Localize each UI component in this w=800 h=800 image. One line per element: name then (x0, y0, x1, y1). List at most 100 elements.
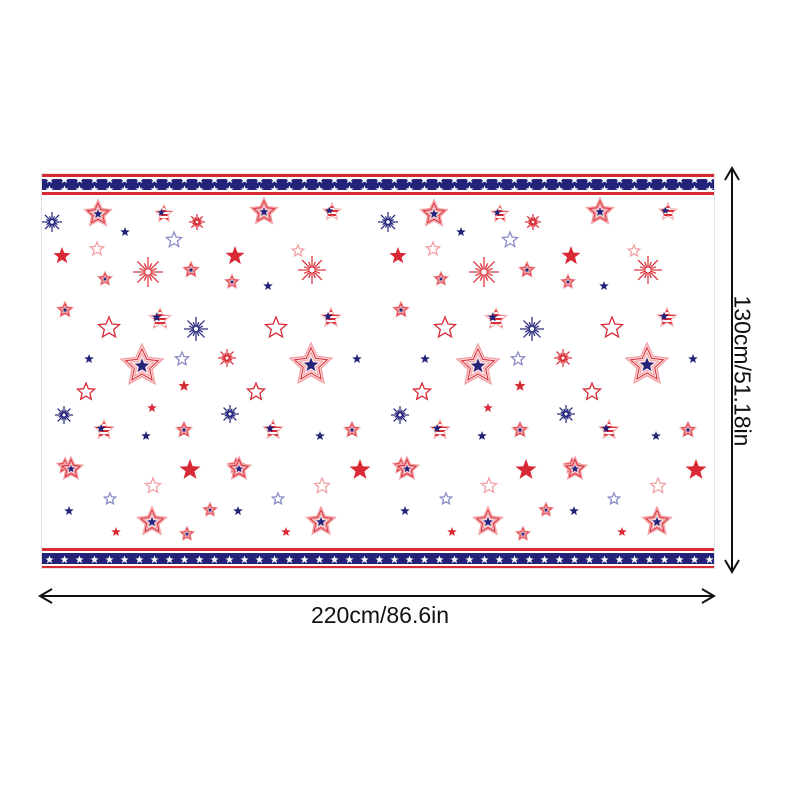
star-icon (203, 503, 217, 516)
star-icon (147, 403, 157, 412)
star-icon (515, 459, 537, 479)
starburst-icon (133, 257, 163, 287)
star-icon (541, 504, 551, 515)
star-icon (591, 203, 609, 220)
flag-star-icon (93, 418, 115, 440)
starburst-icon (554, 349, 572, 367)
star-icon (293, 346, 329, 380)
star-icon (465, 352, 491, 377)
star-icon (312, 476, 332, 494)
star-icon (180, 527, 194, 540)
star-icon (626, 243, 642, 258)
star-icon (57, 302, 73, 316)
star-icon (521, 264, 533, 275)
star-icon (475, 509, 501, 533)
star-icon (680, 422, 696, 436)
star-icon (438, 491, 454, 506)
flag-star-icon (658, 201, 678, 221)
flag-star-icon (490, 203, 510, 223)
flag-star-icon (157, 208, 166, 216)
starburst-icon (218, 349, 236, 367)
star-icon (129, 352, 155, 377)
star-icon (227, 276, 237, 287)
star-icon (606, 491, 622, 506)
flag-star-icon (656, 306, 678, 328)
star-icon (64, 506, 74, 515)
star-icon (518, 528, 528, 539)
starburst-icon (55, 406, 73, 424)
flag-star-icon (323, 312, 333, 321)
starburst-icon (520, 317, 544, 341)
star-icon (514, 380, 526, 391)
star-icon (516, 527, 530, 540)
flag-star-icon (152, 312, 162, 322)
star-icon (425, 205, 443, 222)
star-icon (561, 246, 581, 265)
star-icon (205, 504, 215, 515)
flag-star-icon (484, 306, 508, 329)
star-icon (519, 262, 535, 276)
star-icon (245, 381, 267, 401)
star-icon (124, 347, 160, 381)
star-icon (86, 201, 110, 224)
star-icon (595, 207, 605, 216)
star-icon (207, 507, 213, 512)
star-icon (185, 264, 197, 275)
star-icon (252, 199, 276, 222)
star-icon (393, 302, 409, 316)
star-icon (400, 506, 410, 515)
star-icon (447, 527, 457, 536)
star-icon (233, 506, 243, 515)
star-icon (270, 491, 286, 506)
star-icon (349, 427, 355, 433)
star-icon (84, 354, 94, 363)
star-icon (456, 227, 466, 236)
star-icon (483, 403, 493, 412)
star-icon (290, 243, 306, 258)
star-icon (62, 307, 68, 313)
star-icon (520, 531, 526, 536)
star-icon (178, 424, 190, 435)
star-icon (182, 528, 192, 539)
flag-star-icon (601, 424, 611, 433)
star-icon (184, 531, 190, 536)
flag-star-icon (262, 418, 284, 440)
star-icon (88, 240, 106, 257)
star-icon (685, 459, 707, 479)
flag-star-icon (493, 208, 502, 216)
star-icon (181, 427, 187, 433)
flag-star-icon (488, 312, 498, 322)
star-icon (281, 527, 291, 536)
star-icon (349, 459, 371, 479)
star-icon (102, 491, 118, 506)
flag-star-icon (659, 312, 669, 321)
star-icon (231, 461, 247, 476)
star-icon (225, 275, 239, 288)
star-icon (648, 476, 668, 494)
starburst-icon (391, 406, 409, 424)
width-dimension-label: 220cm/86.6in (310, 602, 450, 628)
star-icon (403, 464, 411, 473)
starburst-icon (525, 214, 541, 230)
star-icon (436, 273, 446, 284)
star-icon (644, 509, 670, 533)
bottom-star-border (42, 548, 714, 568)
star-icon (96, 315, 122, 339)
star-icon (183, 262, 199, 276)
star-icon (98, 272, 112, 285)
star-icon (399, 461, 415, 476)
star-icon (478, 512, 498, 530)
star-icon (647, 512, 667, 530)
star-icon (263, 281, 273, 290)
star-icon (344, 422, 360, 436)
star-icon (120, 227, 130, 236)
star-icon (561, 275, 575, 288)
flag-star-icon (661, 206, 670, 214)
star-icon (567, 461, 583, 476)
star-icon (59, 304, 71, 315)
flag-star-icon (598, 418, 620, 440)
star-icon (429, 209, 439, 218)
star-icon (298, 351, 324, 376)
flag-star-icon (148, 306, 172, 329)
star-icon (316, 516, 326, 527)
